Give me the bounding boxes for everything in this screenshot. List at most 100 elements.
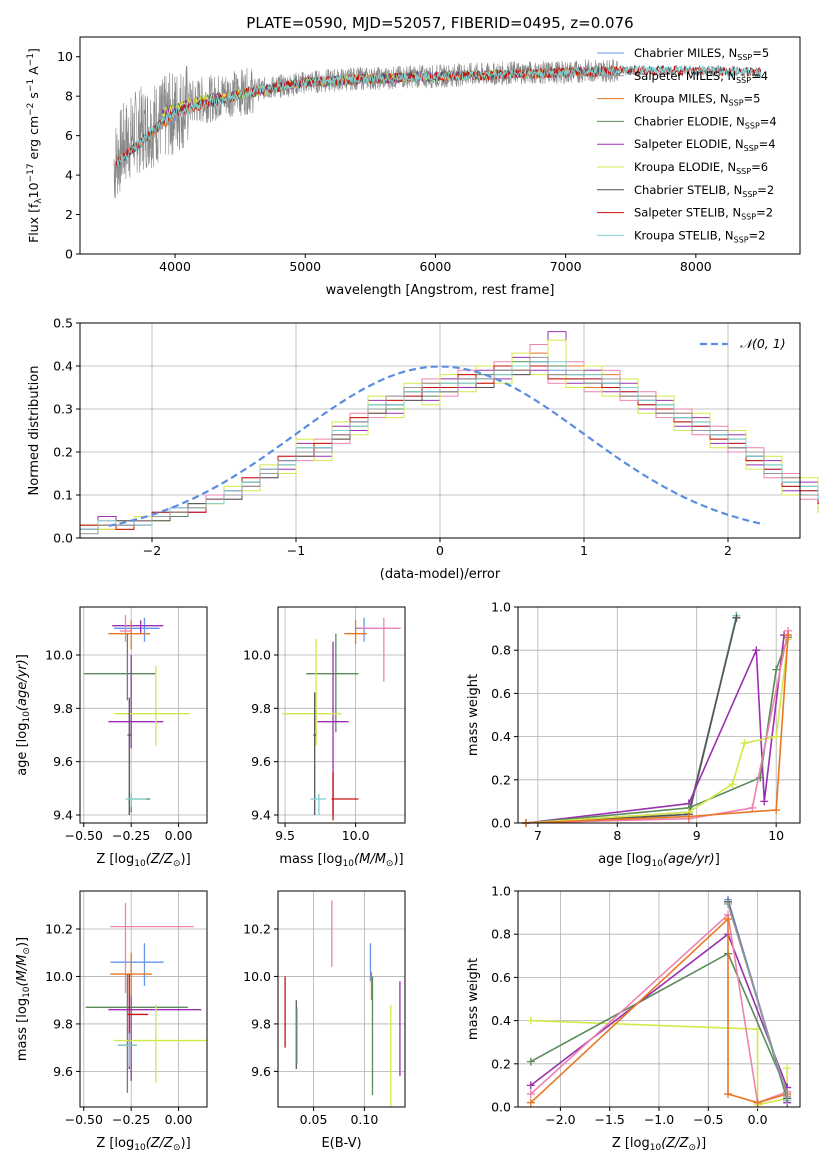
spectrum-xtick-label: 8000 bbox=[680, 259, 712, 274]
age_vs_Z-ytick-label: 9.4 bbox=[53, 808, 73, 823]
hist-ytick-label: 0.1 bbox=[53, 488, 73, 503]
mass-weight-line bbox=[727, 903, 788, 1097]
age_vs_mass-xtick-label: 10.0 bbox=[342, 828, 370, 843]
age_vs_Z-ytick-label: 9.6 bbox=[53, 754, 73, 769]
histogram-series bbox=[80, 365, 819, 530]
mass_weight_vs_Z-ytick-label: 0.8 bbox=[491, 927, 511, 942]
hist-xtick-label: −1 bbox=[287, 543, 305, 558]
hist-xlabel: (data-model)/error bbox=[380, 567, 501, 582]
mass-weight-marker bbox=[526, 1016, 535, 1025]
legend-entry: Salpeter ELODIE, NSSP=4 bbox=[634, 137, 776, 153]
mass_weight_vs_Z-ytick-label: 0.0 bbox=[491, 1100, 511, 1115]
mass-weight-marker bbox=[784, 631, 793, 640]
mass_vs_ebv-xtick-label: 0.05 bbox=[300, 1112, 328, 1127]
mass_weight_vs_Z-xtick-label: −1.0 bbox=[644, 1112, 674, 1127]
spectrum-ylabel: Flux [fλ10−17 erg cm−2 s−1 A−1] bbox=[26, 48, 44, 243]
age_vs_mass-xtick-label: 9.5 bbox=[275, 828, 295, 843]
spectrum-ytick-label: 10 bbox=[57, 49, 73, 64]
mass_vs_ebv-frame bbox=[277, 890, 406, 1108]
hist-ytick-label: 0.5 bbox=[53, 316, 73, 331]
hist-xtick-label: 0 bbox=[436, 543, 444, 558]
histogram-series bbox=[80, 361, 819, 530]
mass_weight_vs_Z-ylabel: mass weight bbox=[466, 958, 481, 1040]
spectrum-frame bbox=[79, 36, 801, 255]
mass_vs_Z-ytick-label: 9.6 bbox=[53, 1064, 73, 1079]
mass-weight-line bbox=[525, 615, 738, 824]
mass_weight_vs_age-ylabel: mass weight bbox=[466, 674, 481, 756]
spectrum-title: PLATE=0590, MJD=52057, FIBERID=0495, z=0… bbox=[246, 14, 633, 32]
mass-weight-marker bbox=[526, 1098, 535, 1107]
mass-weight-marker bbox=[526, 1090, 535, 1099]
hist-frame bbox=[79, 322, 801, 539]
mass_weight_vs_age-xtick-label: 8 bbox=[613, 828, 621, 843]
mass-weight-line bbox=[525, 630, 789, 824]
mass-weight-line bbox=[530, 913, 788, 1104]
mass_weight_vs_Z-ytick-label: 0.2 bbox=[491, 1056, 511, 1071]
mass_weight_vs_Z-xtick-label: −1.5 bbox=[595, 1112, 625, 1127]
histogram-series bbox=[80, 361, 819, 530]
age_vs_Z-ylabel: age [log10(age/yr)] bbox=[15, 654, 32, 776]
spectrum-xtick-label: 6000 bbox=[420, 259, 452, 274]
mass_vs_Z-ytick-label: 10.0 bbox=[45, 969, 73, 984]
age_vs_mass-ytick-label: 9.4 bbox=[251, 808, 271, 823]
hist-ytick-label: 0.2 bbox=[53, 445, 73, 460]
mass-weight-marker bbox=[772, 665, 781, 674]
mass_weight_vs_age-xlabel: age [log10(age/yr)] bbox=[598, 852, 720, 869]
mass_weight_vs_Z-ytick-label: 1.0 bbox=[491, 884, 511, 899]
mass-weight-line bbox=[525, 635, 789, 824]
mass_weight_vs_Z-xtick-label: −2.0 bbox=[545, 1112, 575, 1127]
mass_weight_vs_age-ytick-label: 0.2 bbox=[491, 772, 511, 787]
mass-weight-marker bbox=[732, 613, 741, 622]
spectrum-ytick-label: 0 bbox=[65, 247, 73, 262]
spectrum-ytick-label: 8 bbox=[65, 89, 73, 104]
spectrum-panel bbox=[113, 58, 762, 199]
age_vs_Z-xlabel: Z [log10(Z/Z⊙)] bbox=[96, 852, 190, 869]
mass_vs_Z-ytick-label: 9.8 bbox=[53, 1016, 73, 1031]
mass-weight-line bbox=[525, 617, 738, 824]
mass_weight_vs_Z-xtick-label: 0.0 bbox=[748, 1112, 768, 1127]
mass-weight-line bbox=[525, 635, 785, 824]
mass_vs_ebv-ytick-label: 9.8 bbox=[251, 1016, 271, 1031]
mass_weight_vs_Z-ytick-label: 0.6 bbox=[491, 970, 511, 985]
age_vs_mass-xlabel: mass [log10(M/M⊙)] bbox=[279, 852, 403, 869]
mass-weight-marker bbox=[783, 1064, 792, 1073]
mass_weight_vs_age-ytick-label: 1.0 bbox=[491, 600, 511, 615]
hist-xtick-label: 1 bbox=[580, 543, 588, 558]
spectrum-xlabel: wavelength [Angstrom, rest frame] bbox=[326, 283, 555, 298]
mass_vs_ebv-ytick-label: 10.2 bbox=[243, 921, 271, 936]
mass_vs_Z-ytick-label: 10.2 bbox=[45, 921, 73, 936]
mass-weight-marker bbox=[772, 732, 781, 741]
age_vs_Z-frame bbox=[79, 606, 208, 824]
mass_weight_vs_age-ytick-label: 0.6 bbox=[491, 686, 511, 701]
spectrum-ytick-label: 2 bbox=[65, 207, 73, 222]
age_vs_Z-ytick-label: 9.8 bbox=[53, 701, 73, 716]
mass_weight_vs_age-frame bbox=[517, 606, 801, 824]
model-line-kroupa-stelib bbox=[116, 64, 762, 167]
mass_vs_Z-xtick-label: 0.00 bbox=[165, 1112, 193, 1127]
spectrum-xtick-label: 5000 bbox=[289, 259, 321, 274]
mass-weight-line bbox=[525, 639, 789, 824]
mass_vs_Z-ylabel: mass [log10(M/M⊙)] bbox=[15, 937, 32, 1061]
mass_weight_vs_age-xtick-label: 10 bbox=[768, 828, 784, 843]
mass_weight_vs_age-ytick-label: 0.4 bbox=[491, 729, 511, 744]
mass_vs_ebv-xtick-label: 0.10 bbox=[350, 1112, 378, 1127]
legend-entry: Salpeter STELIB, NSSP=2 bbox=[634, 206, 773, 222]
mass_vs_ebv-ytick-label: 9.6 bbox=[251, 1064, 271, 1079]
mass_weight_vs_Z-ytick-label: 0.4 bbox=[491, 1013, 511, 1028]
mass-weight-line bbox=[525, 615, 738, 824]
mass_vs_Z-xlabel: Z [log10(Z/Z⊙)] bbox=[96, 1136, 190, 1153]
mass_vs_Z-xtick-label: −0.25 bbox=[112, 1112, 150, 1127]
mass-weight-marker bbox=[724, 1090, 733, 1099]
histogram-series bbox=[80, 352, 819, 530]
age_vs_mass-ytick-label: 9.8 bbox=[251, 701, 271, 716]
mass-weight-marker bbox=[753, 1098, 762, 1107]
hist-ytick-label: 0.3 bbox=[53, 402, 73, 417]
normal-curve bbox=[108, 365, 765, 527]
hist-ytick-label: 0.4 bbox=[53, 359, 73, 374]
mass-weight-line bbox=[525, 636, 789, 824]
spectrum-ytick-label: 4 bbox=[65, 168, 73, 183]
mass_vs_ebv-xlabel: E(B-V) bbox=[321, 1136, 361, 1151]
spectrum-ytick-label: 6 bbox=[65, 128, 73, 143]
legend-entry: Salpeter MILES, NSSP=4 bbox=[634, 69, 768, 85]
